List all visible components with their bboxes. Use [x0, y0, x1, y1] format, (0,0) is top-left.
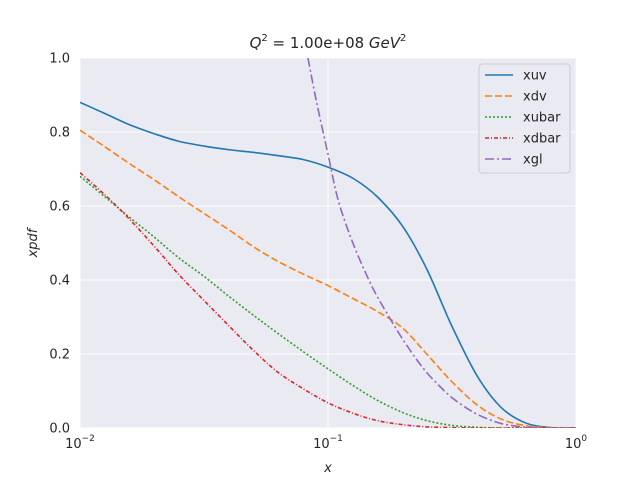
legend: xuv xdv xubar xdbar xgl	[478, 63, 571, 174]
y-tick-label: 0.0	[49, 422, 70, 437]
y-tick-label: 0.8	[49, 126, 70, 141]
legend-label-xdbar: xdbar	[523, 132, 561, 147]
x-axis-ticks: 10−2 10−1 100	[65, 434, 587, 452]
y-tick-label: 1.0	[49, 52, 70, 67]
x-axis-label: x	[323, 461, 332, 476]
x-tick-label: 10−1	[313, 434, 343, 452]
title-value: = 1.00e+08	[268, 34, 369, 52]
series-line-xuv	[80, 101, 576, 428]
legend-label-xuv: xuv	[523, 69, 547, 84]
series-line-xubar	[80, 175, 576, 428]
x-tick-label: 10−2	[65, 434, 95, 452]
legend-label-xubar: xubar	[523, 111, 561, 126]
title-q-exponent: 2	[261, 33, 267, 44]
x-tick-label: 100	[565, 434, 588, 452]
series-line-xdv	[80, 129, 576, 428]
series-line-xgl	[307, 58, 576, 428]
legend-label-xgl: xgl	[523, 153, 543, 168]
y-tick-label: 0.2	[49, 348, 70, 363]
series-lines	[80, 58, 576, 428]
title-unit: GeV	[369, 34, 402, 52]
title-unit-exponent: 2	[400, 33, 406, 44]
y-tick-label: 0.6	[49, 200, 70, 215]
y-axis-ticks: 0.0 0.2 0.4 0.6 0.8 1.0	[49, 52, 70, 437]
title-q: Q	[250, 34, 262, 52]
legend-label-xdv: xdv	[523, 90, 547, 105]
y-axis-label: xpdf	[26, 226, 41, 258]
chart-title: Q2 = 1.00e+08 GeV2	[250, 33, 407, 52]
y-tick-label: 0.4	[49, 274, 70, 289]
legend-box	[478, 63, 571, 174]
grid-lines	[79, 57, 577, 429]
